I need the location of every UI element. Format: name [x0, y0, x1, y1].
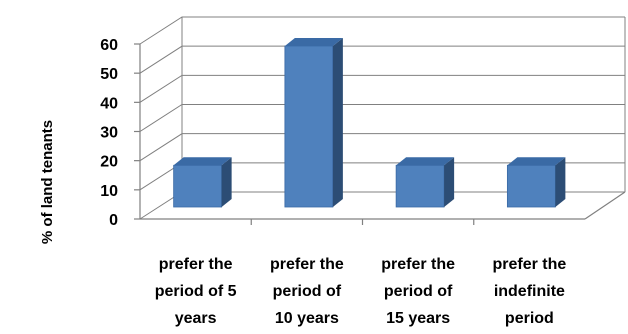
y-tick-labels: 0 10 20 30 40 50 60 [100, 37, 118, 229]
x-category-label-line: period of 5 [155, 283, 237, 300]
x-category-labels: prefer the period of 5 years prefer the peri… [155, 256, 567, 327]
x-category-label-line: 15 years [386, 310, 450, 327]
x-category-label-line: period [505, 310, 554, 327]
y-tick-label: 30 [100, 125, 118, 142]
y-tick-label: 20 [100, 154, 118, 171]
gridline [139, 45, 625, 74]
y-tick-label: 0 [109, 212, 118, 229]
axes [134, 43, 626, 225]
bar [173, 164, 223, 208]
x-category-label: prefer the period of 10 years [270, 256, 344, 327]
x-category-label: prefer the period of 15 years [381, 256, 455, 327]
x-category-label-line: prefer the [270, 256, 344, 273]
bar-top [173, 157, 232, 166]
bar-top [507, 157, 566, 166]
x-category-label-line: prefer the [159, 256, 233, 273]
x-category-label: prefer the period of 5 years [155, 256, 237, 327]
x-category-label-line: indefinite [494, 283, 565, 300]
gridlines [139, 16, 625, 220]
y-tick-label: 10 [100, 183, 118, 200]
bar-side [221, 157, 232, 207]
bars [173, 38, 566, 208]
bar [506, 164, 556, 208]
bar-side [555, 157, 566, 207]
bar-side [444, 157, 455, 207]
bar [395, 164, 445, 208]
x-category-label-line: prefer the [492, 256, 566, 273]
gridline [139, 16, 625, 45]
bar [284, 45, 334, 208]
y-axis-title: % of land tenants [39, 120, 56, 244]
bar-top [396, 157, 455, 166]
y-tick-label: 60 [100, 37, 118, 54]
x-category-label-line: years [175, 310, 217, 327]
bar-side [332, 38, 343, 207]
bar-top [284, 38, 343, 46]
gridline [139, 133, 625, 162]
x-category-label: prefer the indefinite period [492, 256, 566, 327]
x-category-label-line: period of [273, 283, 342, 300]
x-category-label-line: 10 years [275, 310, 339, 327]
gridline [139, 74, 625, 103]
y-tick-label: 40 [100, 95, 118, 112]
floor-right-edge [584, 191, 626, 220]
y-tick-label: 50 [100, 66, 118, 83]
x-category-label-line: prefer the [381, 256, 455, 273]
gridline [139, 104, 625, 132]
x-category-label-line: period of [384, 283, 453, 300]
